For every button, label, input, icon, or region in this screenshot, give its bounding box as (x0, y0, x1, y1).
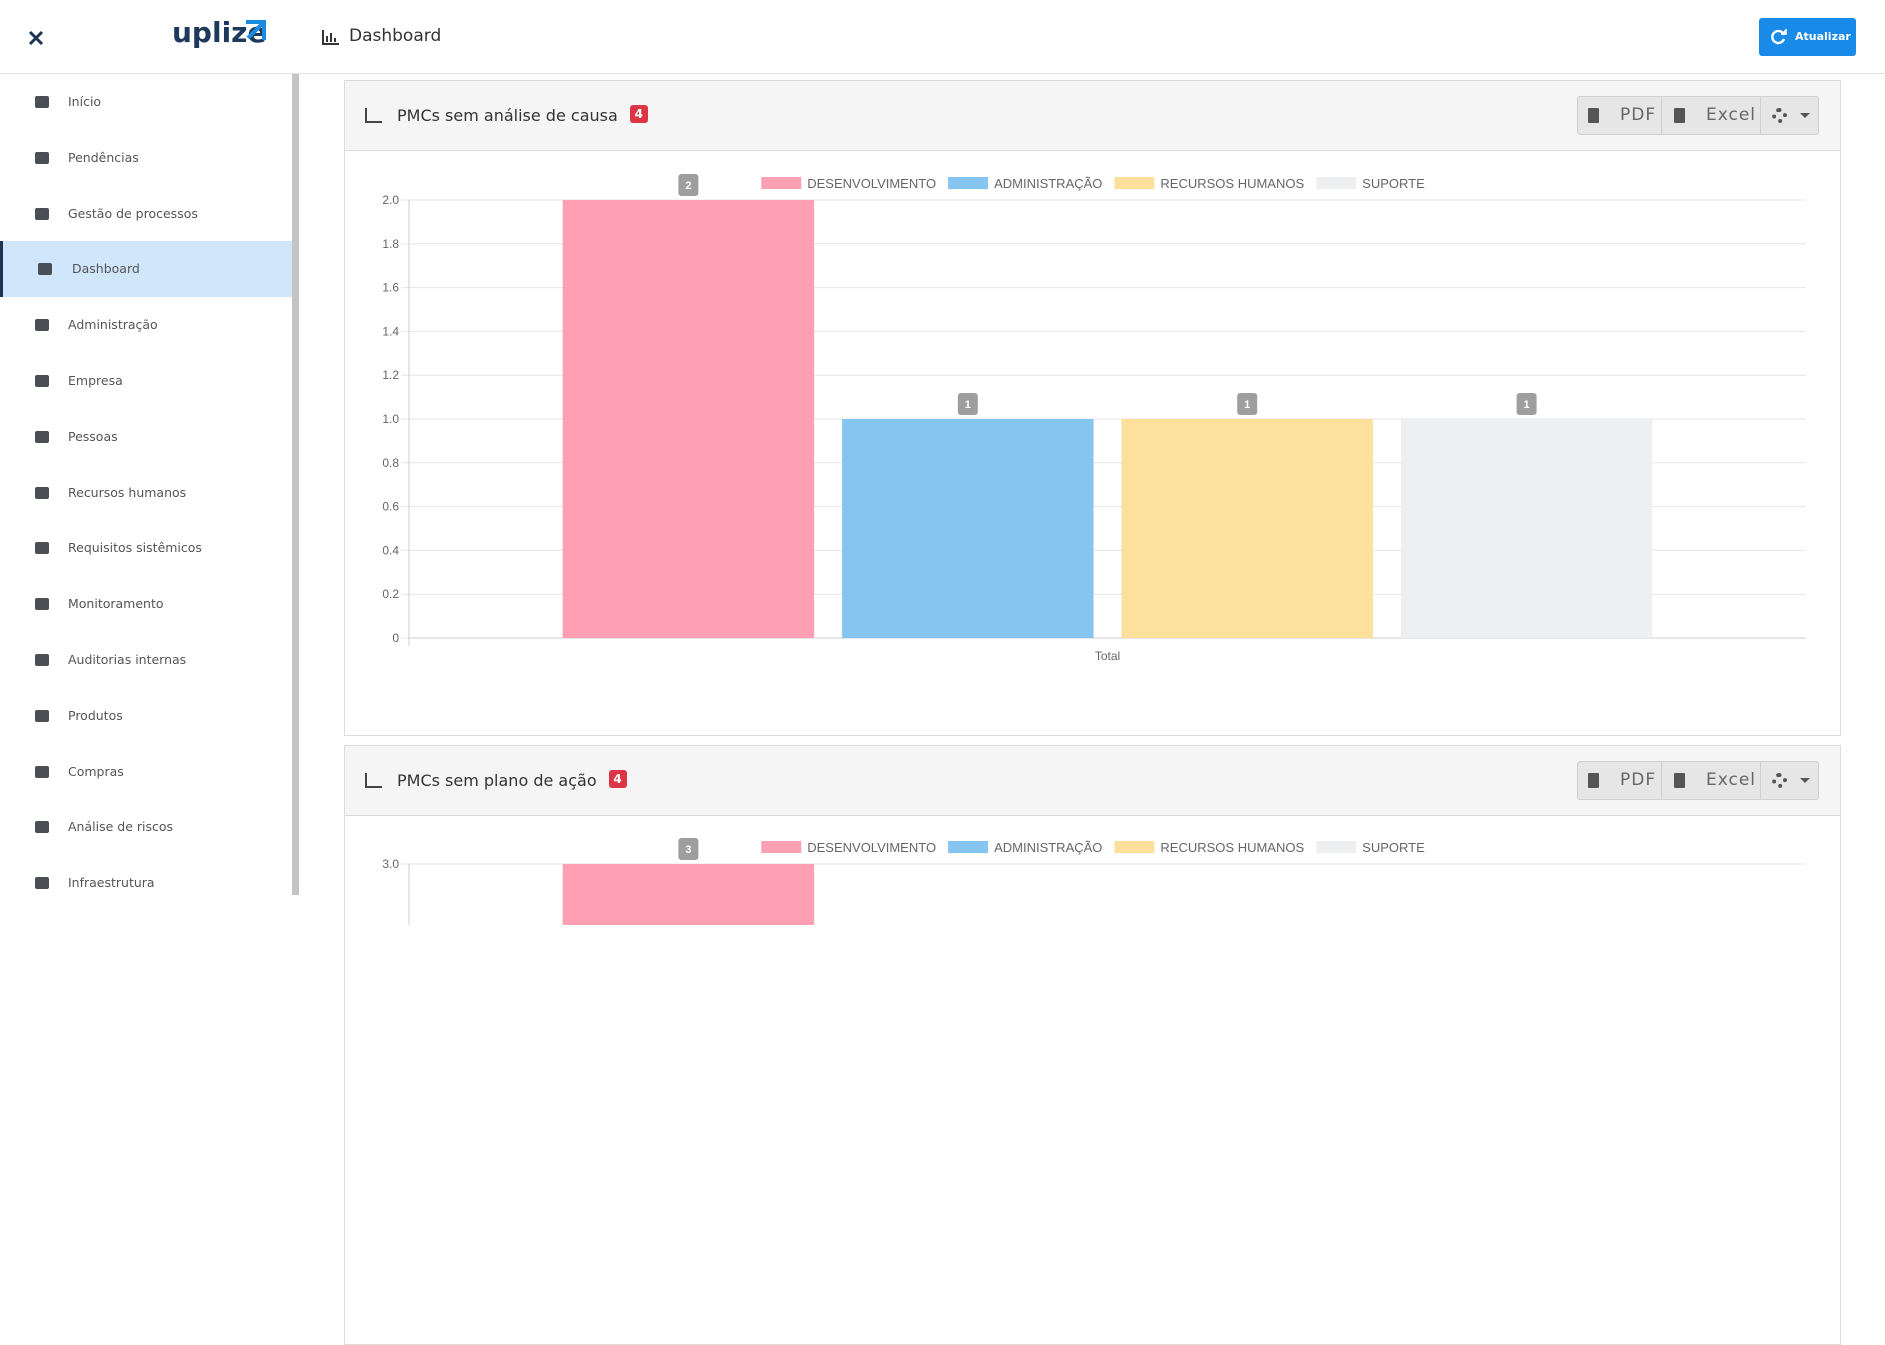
menu-item[interactable]: Pendências (0, 130, 292, 186)
menu-icon (35, 207, 49, 220)
button-group: PDF Excel (1577, 761, 1819, 800)
menu-label: Compras (68, 763, 124, 779)
menu-label: Dashboard (72, 261, 140, 277)
menu-icon (35, 709, 49, 722)
menu-item[interactable]: Empresa (0, 353, 292, 409)
menu-item[interactable]: Recursos humanos (0, 465, 292, 521)
menu-item[interactable]: Requisitos sistêmicos (0, 520, 292, 576)
menu-label: Pendências (68, 149, 139, 165)
caret (1800, 778, 1810, 783)
menu-item[interactable]: Gestão de processos (0, 186, 292, 242)
menu-icon (35, 654, 49, 666)
menu-icon (35, 430, 49, 443)
menu-icon (38, 263, 52, 276)
menu-label: Início (68, 94, 102, 109)
menu-item[interactable]: Dashboard (0, 241, 292, 298)
settings-button[interactable] (1772, 108, 1787, 123)
menu-item[interactable]: Auditorias internas (0, 632, 292, 688)
menu-item[interactable]: Monitoramento (0, 576, 292, 632)
file-icon (1588, 108, 1599, 123)
menu-label: Auditorias internas (68, 652, 187, 667)
separator (1760, 97, 1761, 134)
menu-icon (35, 319, 49, 332)
refresh-button[interactable]: Atualizar (1759, 18, 1856, 56)
menu-item[interactable]: Início (0, 74, 292, 130)
menu-label: Recursos humanos (68, 484, 187, 500)
close-button[interactable] (28, 30, 44, 46)
menu-icon (35, 486, 49, 499)
file-icon (1674, 773, 1685, 788)
separator (1661, 97, 1662, 134)
menu-label: Produtos (68, 707, 123, 723)
chart-icon (365, 108, 382, 123)
badge: 4 (629, 105, 648, 123)
page-title: Dashboard (349, 26, 442, 46)
menu-label: Análise de riscos (68, 819, 174, 835)
file-icon (1588, 773, 1599, 788)
menu-item[interactable]: Infraestrutura (0, 855, 292, 911)
export-button[interactable]: PDF (1620, 105, 1657, 125)
menu-item[interactable]: Produtos (0, 688, 292, 744)
separator (1661, 762, 1662, 799)
menu-item[interactable]: Administração (0, 297, 292, 353)
settings-button[interactable] (1772, 773, 1787, 788)
menu-label: Pessoas (68, 428, 118, 444)
menu-icon (35, 877, 49, 890)
menu-icon (35, 151, 49, 164)
panel: PMCs sem plano de ação 4 PDF Excel (344, 745, 1841, 1345)
export-button[interactable]: PDF (1620, 770, 1657, 790)
panel-header: PMCs sem plano de ação 4 PDF Excel (345, 746, 1840, 816)
caret (1800, 113, 1810, 118)
panel-title: PMCs sem plano de ação (397, 771, 597, 790)
menu-icon (35, 598, 49, 611)
menu-label: Infraestrutura (68, 875, 155, 891)
separator (1760, 762, 1761, 799)
export-button[interactable]: Excel (1706, 105, 1757, 125)
file-icon (1674, 108, 1685, 123)
sidebar: Início Pendências Gestão de processos Dashb… (0, 74, 292, 925)
menu-label: Administração (68, 317, 158, 333)
menu-icon (35, 765, 49, 778)
button-group: PDF Excel (1577, 96, 1819, 135)
menu-icon (35, 96, 49, 108)
menu-item[interactable]: Compras (0, 744, 292, 800)
menu-label: Monitoramento (68, 596, 164, 612)
menu-label: Requisitos sistêmicos (68, 540, 202, 556)
badge: 4 (608, 770, 627, 788)
panel: PMCs sem análise de causa 4 PDF Excel (344, 80, 1841, 736)
chart-icon (365, 773, 382, 788)
dashboard-icon (322, 30, 339, 45)
panel-title: PMCs sem análise de causa (397, 106, 618, 125)
refresh-label: Atualizar (1795, 30, 1851, 43)
menu-icon (35, 821, 49, 834)
logo-mark (246, 20, 266, 40)
scrollbar[interactable] (292, 74, 299, 895)
top-bar: uplize Dashboard Atualizar (0, 0, 1885, 74)
menu-icon (35, 375, 49, 387)
menu-item[interactable]: Análise de riscos (0, 799, 292, 855)
menu-item[interactable]: Pessoas (0, 409, 292, 465)
menu-icon (35, 542, 49, 555)
refresh-icon (1771, 29, 1787, 45)
panel-header: PMCs sem análise de causa 4 PDF Excel (345, 81, 1840, 151)
menu-label: Gestão de processos (68, 205, 198, 221)
menu-label: Empresa (68, 373, 123, 388)
export-button[interactable]: Excel (1706, 770, 1757, 790)
